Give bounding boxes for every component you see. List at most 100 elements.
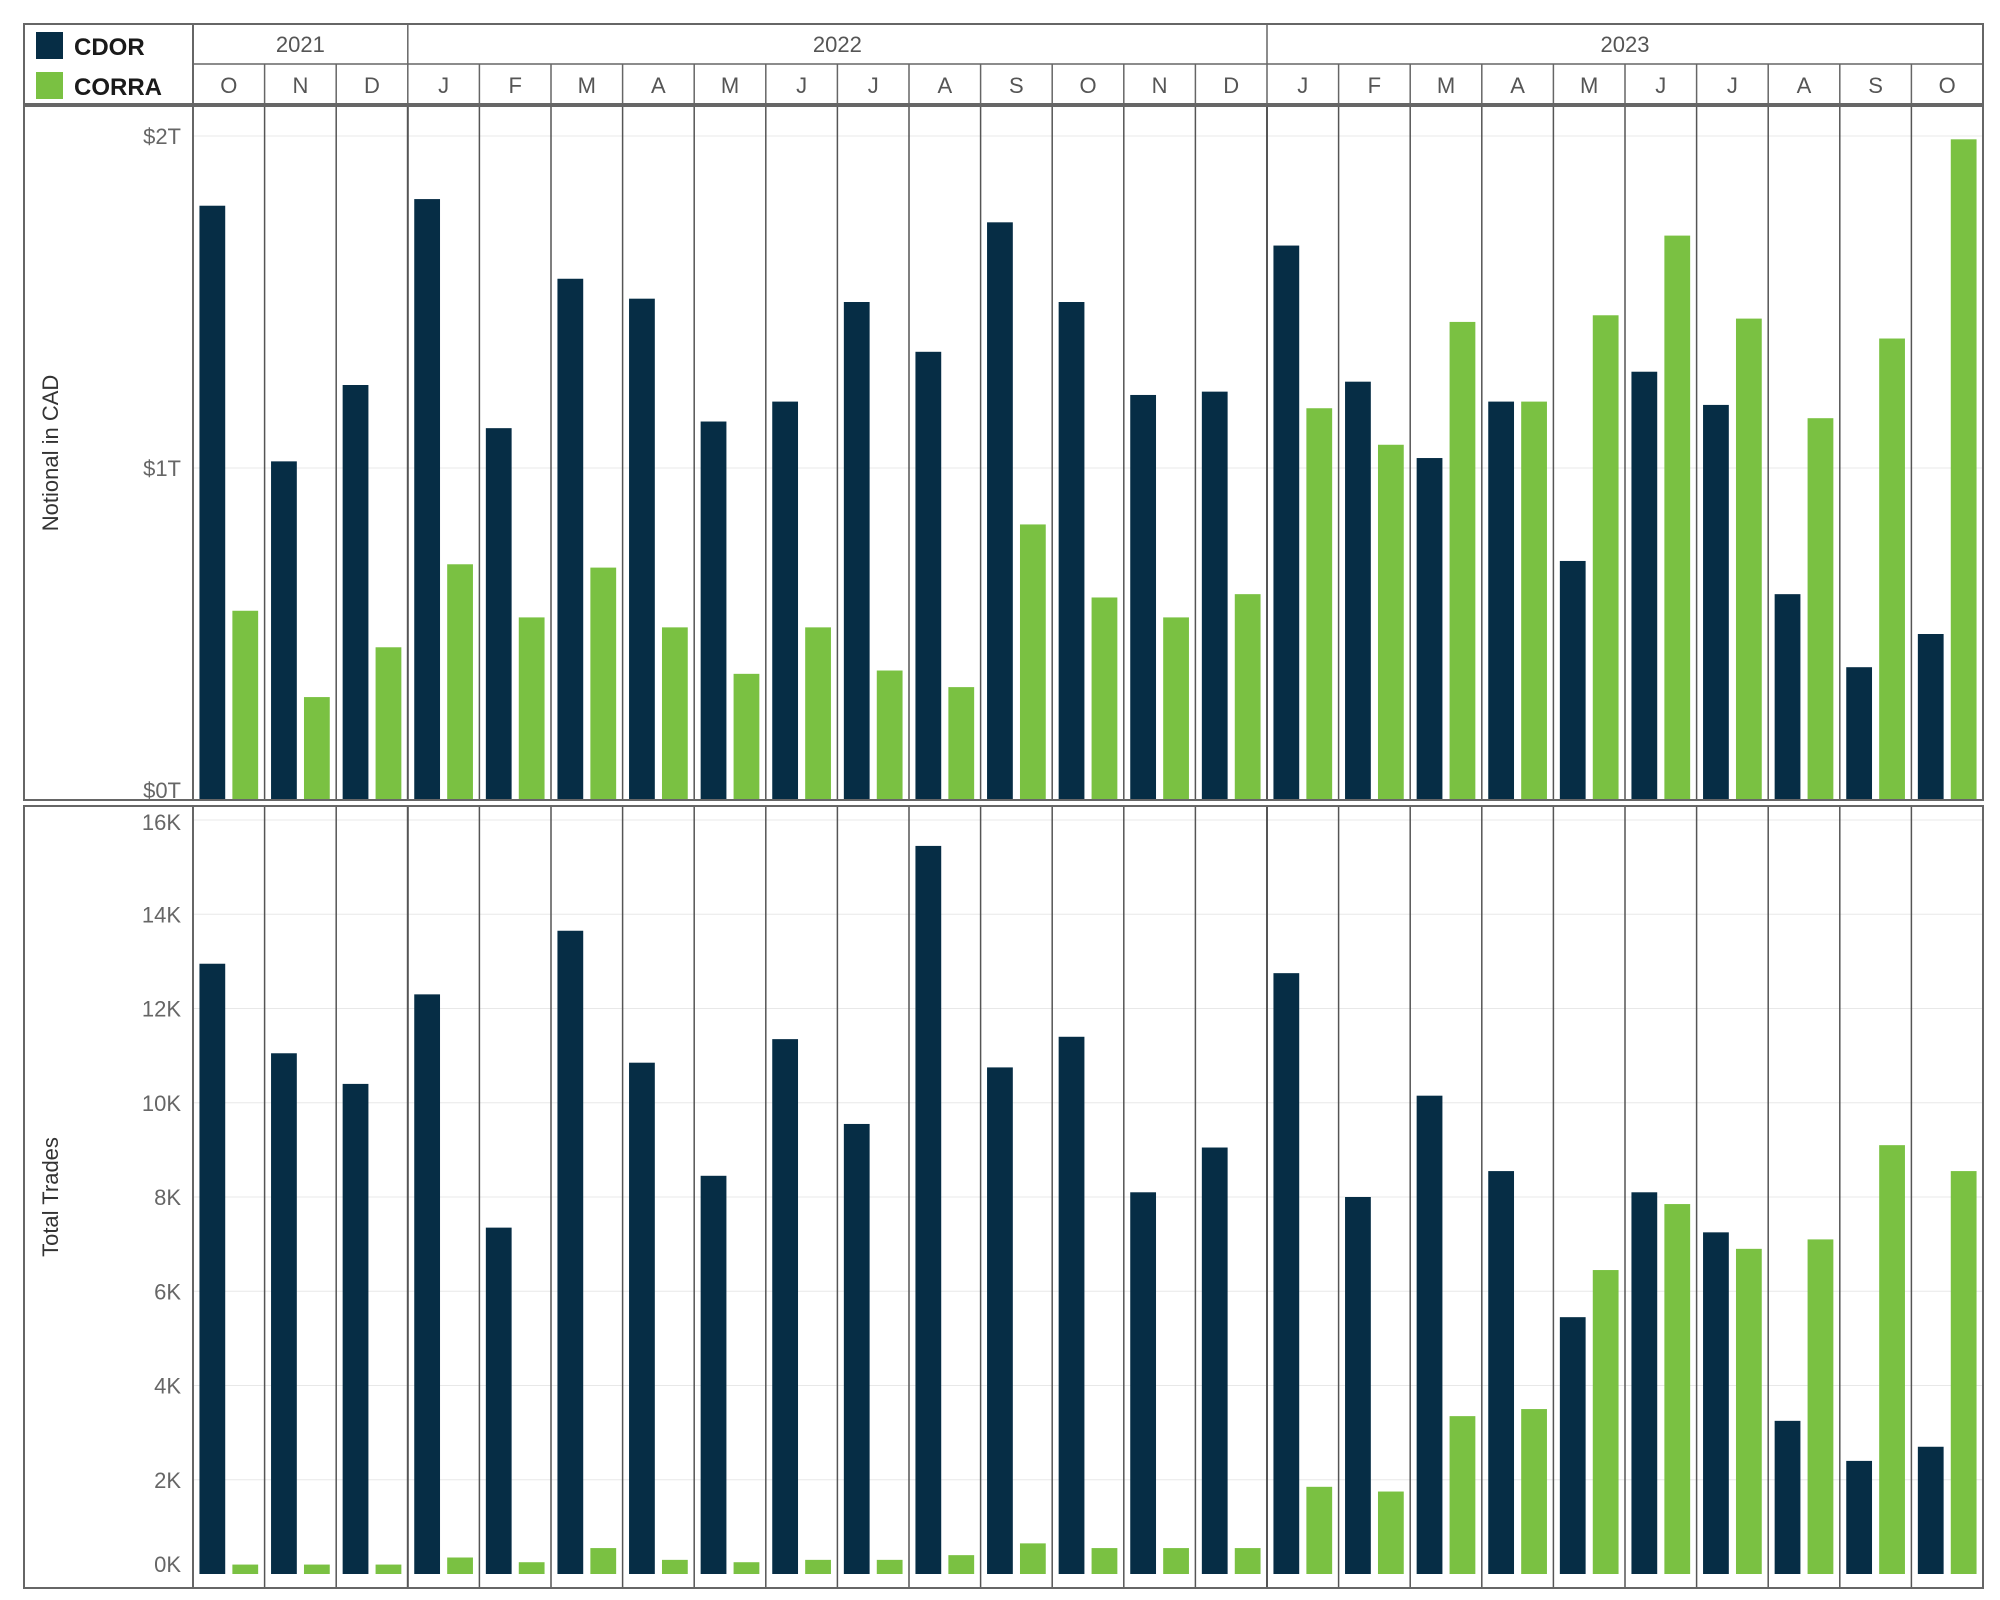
month-label: D <box>1223 73 1239 98</box>
month-label: N <box>292 73 308 98</box>
y-tick-label: 4K <box>154 1374 181 1399</box>
bar-corra <box>1664 1204 1691 1574</box>
month-label: A <box>937 73 952 98</box>
month-label: O <box>220 73 237 98</box>
bar-cdor <box>1488 1171 1515 1574</box>
month-label: M <box>578 73 596 98</box>
year-label-2023: 2023 <box>1601 32 1650 57</box>
month-label: M <box>1580 73 1598 98</box>
bar-corra <box>1234 1548 1261 1574</box>
bar-cdor <box>772 1039 799 1574</box>
bar-cdor <box>1559 1317 1586 1574</box>
bar-corra <box>518 617 545 800</box>
month-label: M <box>721 73 739 98</box>
legend-swatch-cdor <box>36 32 63 59</box>
bar-corra <box>1019 1543 1046 1574</box>
month-label: A <box>651 73 666 98</box>
bar-corra <box>1377 444 1404 800</box>
y-tick-label: 2K <box>154 1468 181 1493</box>
month-label: D <box>364 73 380 98</box>
bar-corra <box>518 1562 545 1574</box>
bar-cdor <box>414 994 441 1574</box>
bar-corra <box>1234 594 1261 800</box>
bar-corra <box>948 1555 975 1574</box>
bar-cdor <box>843 302 870 800</box>
month-label: J <box>438 73 449 98</box>
bar-cdor <box>199 205 226 801</box>
y-axis-title: Notional in CAD <box>38 375 63 532</box>
bar-cdor <box>1273 973 1300 1574</box>
month-label: A <box>1510 73 1525 98</box>
bar-corra <box>1377 1491 1404 1574</box>
bar-cdor <box>1559 560 1586 800</box>
bar-corra <box>1950 1171 1977 1574</box>
bar-cdor <box>700 421 727 800</box>
bar-corra <box>1521 1409 1547 1574</box>
plot-frame <box>192 805 1984 1589</box>
bar-corra <box>447 1557 473 1574</box>
bar-cdor <box>414 199 441 800</box>
bar-corra <box>232 1564 259 1574</box>
bar-cdor <box>915 351 942 800</box>
y-tick-label: 8K <box>154 1185 181 1210</box>
y-tick-label: $1T <box>143 456 181 481</box>
bar-cdor <box>1345 381 1371 800</box>
bar-cdor <box>1917 634 1944 800</box>
panel-trades: 0K 2K 4K 6K 8K 10K 12K 14K 16K Total Trades <box>23 805 1984 1589</box>
bar-cdor <box>1201 391 1228 800</box>
bar-cdor <box>1416 1095 1443 1574</box>
bar-cdor <box>1703 1232 1729 1574</box>
y-tick-label: 16K <box>142 810 181 835</box>
y-axis-title: Total Trades <box>38 1137 63 1257</box>
bar-corra <box>1879 338 1905 800</box>
year-label-2022: 2022 <box>813 32 862 57</box>
y-tick-label: 6K <box>154 1279 181 1304</box>
bar-corra <box>232 610 259 800</box>
bar-corra <box>876 1559 903 1574</box>
plot-frame <box>192 105 1984 801</box>
bar-corra <box>805 1559 831 1574</box>
bar-cdor <box>629 1062 655 1574</box>
bar-corra <box>590 567 617 800</box>
bar-corra <box>948 687 975 800</box>
bar-corra <box>1592 315 1619 800</box>
bar-cdor <box>1488 401 1515 800</box>
bar-cdor <box>700 1175 727 1574</box>
month-label: J <box>868 73 879 98</box>
bar-corra <box>1163 1548 1189 1574</box>
bar-corra <box>447 564 473 800</box>
y-tick-label: 14K <box>142 902 181 927</box>
bar-corra <box>1879 1145 1905 1574</box>
bar-cdor <box>557 930 584 1574</box>
bar-corra <box>1163 617 1189 800</box>
bar-cdor <box>843 1123 870 1574</box>
month-label: M <box>1437 73 1455 98</box>
bar-corra <box>1807 418 1834 800</box>
bar-corra <box>303 1564 330 1574</box>
y-tick-label: $0T <box>143 778 181 803</box>
month-label: J <box>1297 73 1308 98</box>
bar-cdor <box>1273 245 1300 800</box>
month-label: O <box>1939 73 1956 98</box>
bar-cdor <box>1130 394 1157 800</box>
panel-notional: $0T $1T $2T Notional in CAD <box>23 105 1984 803</box>
y-tick-label: 10K <box>142 1091 181 1116</box>
legend-label-corra: CORRA <box>74 74 162 101</box>
bar-cdor <box>1846 667 1873 800</box>
bar-corra <box>805 627 831 800</box>
month-label: O <box>1079 73 1096 98</box>
bar-cdor <box>1058 1036 1085 1574</box>
month-label: S <box>1868 73 1883 98</box>
bar-corra <box>303 697 330 800</box>
bar-corra <box>1521 401 1547 800</box>
month-label: J <box>1727 73 1738 98</box>
bar-cdor <box>1058 302 1085 800</box>
bar-cdor <box>987 1067 1013 1574</box>
bar-corra <box>1091 597 1118 800</box>
bar-cdor <box>1345 1197 1371 1574</box>
bar-cdor <box>1917 1446 1944 1574</box>
bar-corra <box>590 1548 617 1574</box>
bar-cdor <box>915 845 942 1574</box>
bar-cdor <box>1703 404 1729 800</box>
bar-corra <box>733 1562 760 1574</box>
